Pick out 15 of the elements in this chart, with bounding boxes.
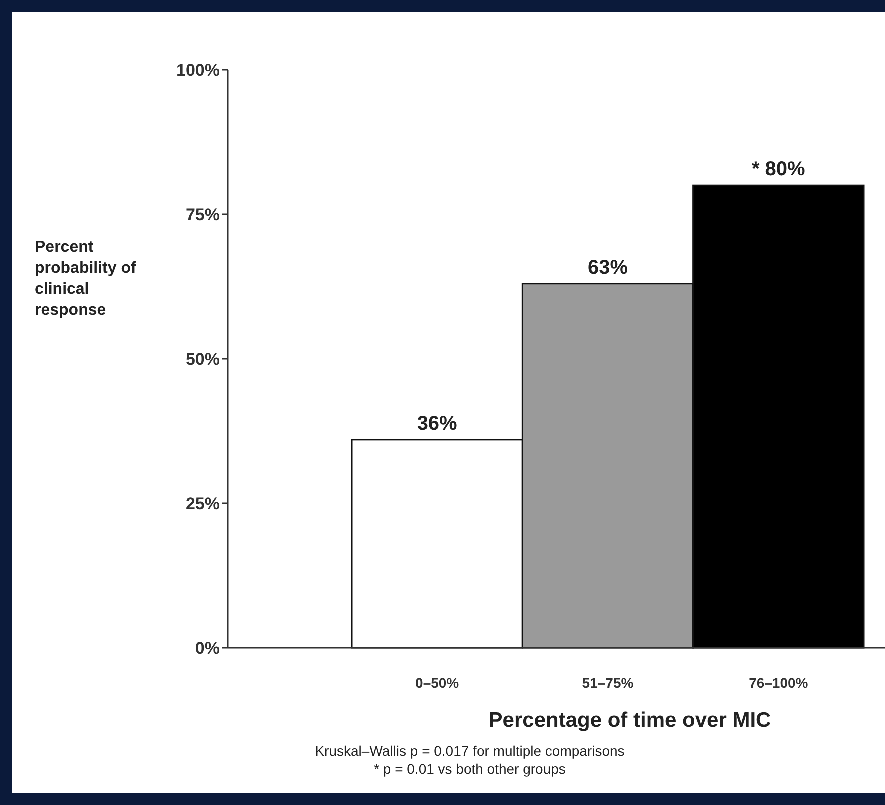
y-tick-label: 25%	[186, 494, 220, 514]
y-tick-label: 50%	[186, 350, 220, 369]
x-tick-label: 51–75%	[582, 675, 634, 691]
text: * p = 0.01 vs both other groups	[374, 761, 566, 777]
y-axis-title: Percent probability of clinical response	[35, 239, 137, 319]
x-tick-label: 0–50%	[416, 675, 460, 691]
x-tick-label: 76–100%	[749, 675, 809, 691]
y-tick-label: 75%	[186, 205, 220, 224]
data-label: 63%	[588, 256, 628, 279]
text: Kruskal–Wallis p = 0.017 for multiple comparisons	[315, 743, 625, 759]
y-tick-label: 100%	[176, 60, 220, 80]
y-tick-label: 0%	[195, 638, 220, 658]
x-axis-title: Percentage of time over MIC	[488, 709, 772, 732]
data-label: * 80%	[752, 158, 806, 181]
data-label: 36%	[417, 412, 458, 435]
